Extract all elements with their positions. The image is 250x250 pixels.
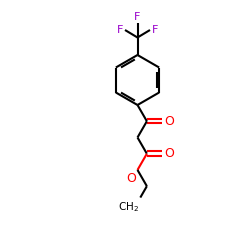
Text: CH$_2$: CH$_2$ <box>118 200 139 214</box>
Text: F: F <box>134 12 141 22</box>
Text: O: O <box>126 172 136 185</box>
Text: F: F <box>152 25 158 35</box>
Text: F: F <box>117 25 124 35</box>
Text: O: O <box>164 147 174 160</box>
Text: O: O <box>164 115 174 128</box>
